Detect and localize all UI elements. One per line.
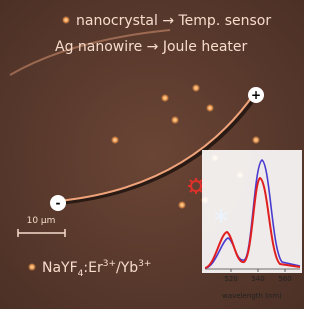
formula-part: 3+: [138, 259, 151, 269]
positive-label: +: [251, 88, 261, 102]
formula-part: :Er: [83, 260, 103, 276]
negative-label: -: [56, 196, 61, 210]
x-axis-label: wavelength (nm): [222, 292, 282, 300]
scale-bar-label: 10 μm: [27, 216, 56, 226]
x-tick-label: 560: [278, 275, 291, 283]
formula-part: NaYF: [42, 260, 78, 276]
caption: nanocrystal → Temp. sensor: [76, 13, 271, 29]
formula-part: 3+: [103, 259, 116, 269]
x-tick-label: 520: [224, 275, 237, 283]
x-tick-label: 540: [251, 275, 264, 283]
formula-part: /Yb: [116, 260, 138, 276]
micrograph: + - nanocrystal → Temp. sensor Ag nanowi…: [0, 0, 304, 309]
caption: Ag nanowire → Joule heater: [55, 39, 248, 55]
